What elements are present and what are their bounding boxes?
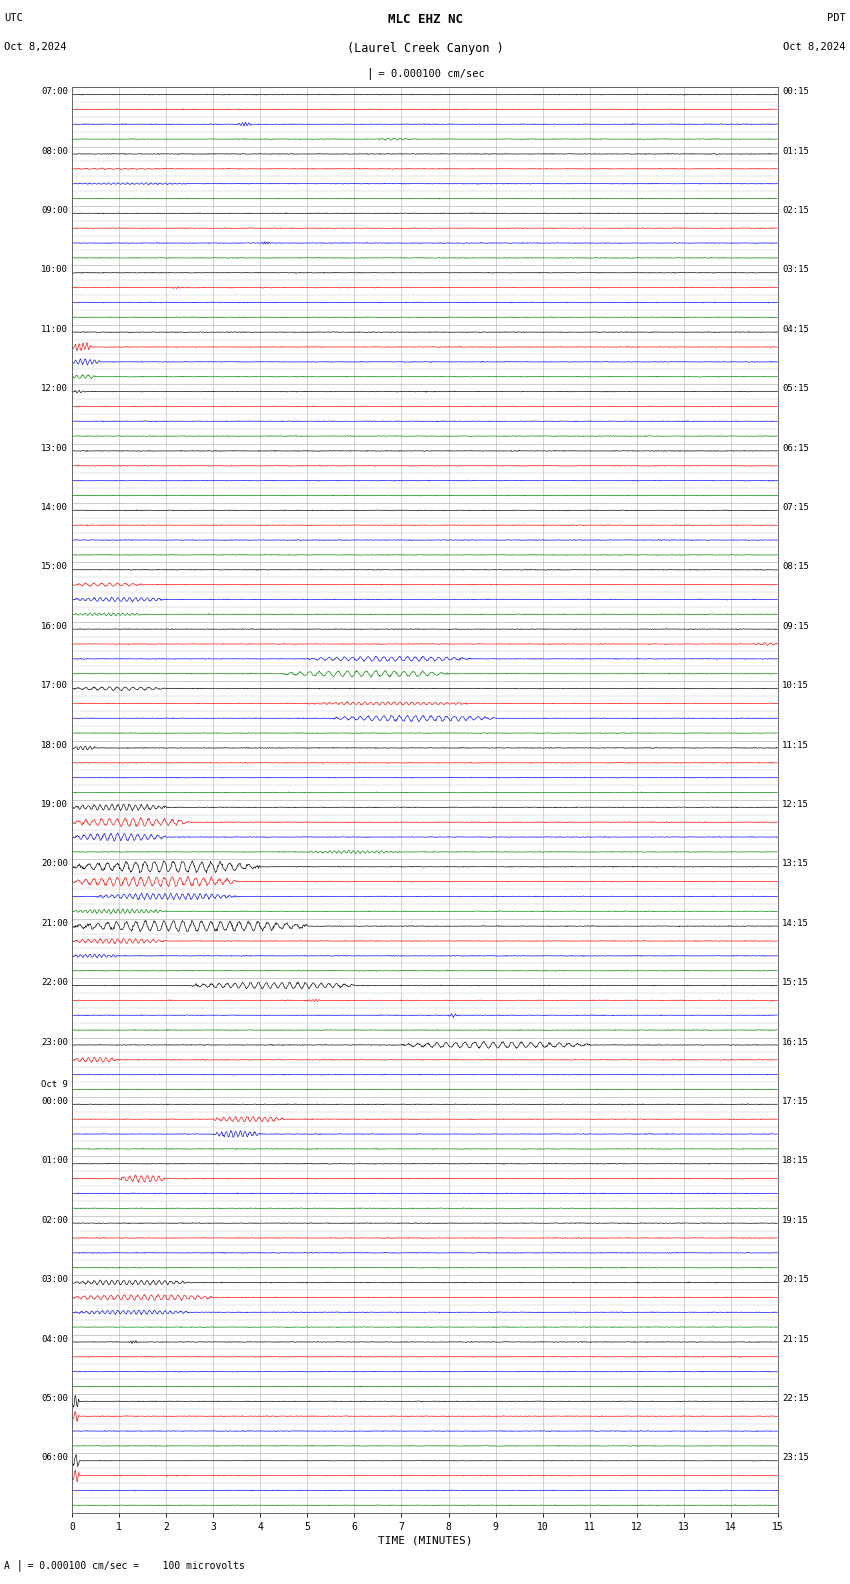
Text: 07:00: 07:00 bbox=[41, 87, 68, 97]
Text: 15:00: 15:00 bbox=[41, 562, 68, 572]
Text: 16:00: 16:00 bbox=[41, 621, 68, 630]
Text: 05:00: 05:00 bbox=[41, 1394, 68, 1403]
Text: 03:15: 03:15 bbox=[782, 265, 809, 274]
Text: 19:15: 19:15 bbox=[782, 1217, 809, 1224]
Text: MLC EHZ NC: MLC EHZ NC bbox=[388, 13, 462, 25]
Text: 23:00: 23:00 bbox=[41, 1038, 68, 1047]
Text: 11:15: 11:15 bbox=[782, 740, 809, 749]
Text: 05:15: 05:15 bbox=[782, 385, 809, 393]
Text: 06:00: 06:00 bbox=[41, 1454, 68, 1462]
Text: 02:15: 02:15 bbox=[782, 206, 809, 215]
X-axis label: TIME (MINUTES): TIME (MINUTES) bbox=[377, 1536, 473, 1546]
Text: 20:00: 20:00 bbox=[41, 859, 68, 868]
Text: 08:00: 08:00 bbox=[41, 146, 68, 155]
Text: (Laurel Creek Canyon ): (Laurel Creek Canyon ) bbox=[347, 41, 503, 54]
Text: 17:15: 17:15 bbox=[782, 1096, 809, 1106]
Text: 07:15: 07:15 bbox=[782, 504, 809, 512]
Text: 22:00: 22:00 bbox=[41, 979, 68, 987]
Text: 02:00: 02:00 bbox=[41, 1217, 68, 1224]
Text: 04:15: 04:15 bbox=[782, 325, 809, 334]
Text: Oct 8,2024: Oct 8,2024 bbox=[4, 41, 67, 52]
Text: 21:00: 21:00 bbox=[41, 919, 68, 928]
Text: 00:15: 00:15 bbox=[782, 87, 809, 97]
Text: 22:15: 22:15 bbox=[782, 1394, 809, 1403]
Text: 01:15: 01:15 bbox=[782, 146, 809, 155]
Text: 18:00: 18:00 bbox=[41, 740, 68, 749]
Text: 13:00: 13:00 bbox=[41, 444, 68, 453]
Text: 23:15: 23:15 bbox=[782, 1454, 809, 1462]
Text: 08:15: 08:15 bbox=[782, 562, 809, 572]
Text: 03:00: 03:00 bbox=[41, 1275, 68, 1285]
Text: 11:00: 11:00 bbox=[41, 325, 68, 334]
Text: A ⎥ = 0.000100 cm/sec =    100 microvolts: A ⎥ = 0.000100 cm/sec = 100 microvolts bbox=[4, 1560, 245, 1571]
Text: 13:15: 13:15 bbox=[782, 859, 809, 868]
Text: 12:15: 12:15 bbox=[782, 800, 809, 809]
Text: 09:00: 09:00 bbox=[41, 206, 68, 215]
Text: 18:15: 18:15 bbox=[782, 1156, 809, 1166]
Text: 00:00: 00:00 bbox=[41, 1096, 68, 1106]
Text: 15:15: 15:15 bbox=[782, 979, 809, 987]
Text: 21:15: 21:15 bbox=[782, 1334, 809, 1343]
Text: PDT: PDT bbox=[827, 13, 846, 24]
Text: 14:15: 14:15 bbox=[782, 919, 809, 928]
Text: 10:00: 10:00 bbox=[41, 265, 68, 274]
Text: 01:00: 01:00 bbox=[41, 1156, 68, 1166]
Text: Oct 9: Oct 9 bbox=[41, 1080, 68, 1090]
Text: Oct 8,2024: Oct 8,2024 bbox=[783, 41, 846, 52]
Text: 12:00: 12:00 bbox=[41, 385, 68, 393]
Text: ⎥ = 0.000100 cm/sec: ⎥ = 0.000100 cm/sec bbox=[366, 67, 484, 79]
Text: 06:15: 06:15 bbox=[782, 444, 809, 453]
Text: UTC: UTC bbox=[4, 13, 23, 24]
Text: 09:15: 09:15 bbox=[782, 621, 809, 630]
Text: 20:15: 20:15 bbox=[782, 1275, 809, 1285]
Text: 04:00: 04:00 bbox=[41, 1334, 68, 1343]
Text: 14:00: 14:00 bbox=[41, 504, 68, 512]
Text: 16:15: 16:15 bbox=[782, 1038, 809, 1047]
Text: 10:15: 10:15 bbox=[782, 681, 809, 691]
Text: 17:00: 17:00 bbox=[41, 681, 68, 691]
Text: 19:00: 19:00 bbox=[41, 800, 68, 809]
